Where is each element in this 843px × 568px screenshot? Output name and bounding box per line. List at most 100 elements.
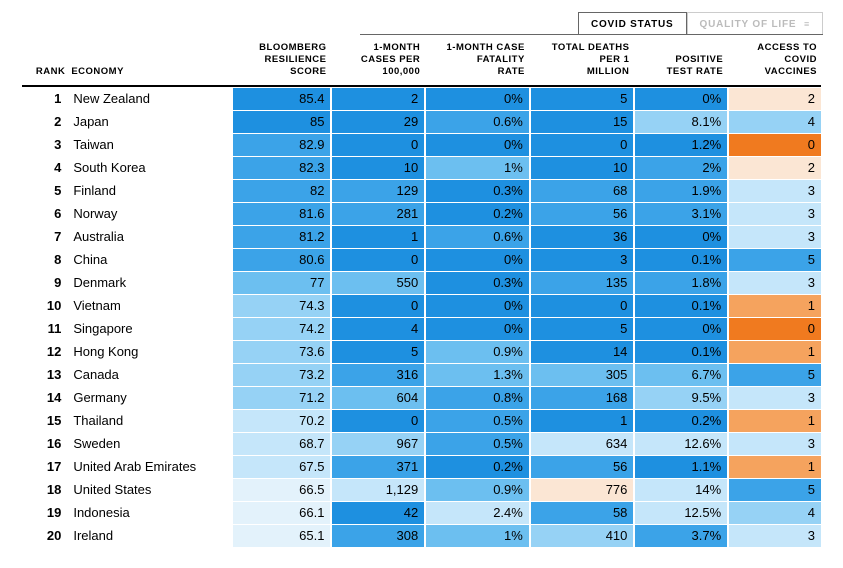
cell-value: 0%	[426, 88, 529, 110]
tabs-row: COVID STATUS QUALITY OF LIFE ≡	[20, 12, 823, 34]
cell-econ: Finland	[69, 180, 231, 202]
cell-value: 15	[531, 111, 634, 133]
cell-value: 3	[729, 203, 821, 225]
col-postest[interactable]: POSITIVETEST RATE	[635, 40, 727, 84]
cell-value: 0.1%	[635, 341, 727, 363]
cell-value: 14%	[635, 479, 727, 501]
table-row[interactable]: 1New Zealand85.420%50%2	[22, 88, 821, 110]
col-vax[interactable]: ACCESS TOCOVIDVACCINES	[729, 40, 821, 84]
cell-value: 1	[729, 456, 821, 478]
cell-value: 71.2	[233, 387, 330, 409]
table-row[interactable]: 6Norway81.62810.2%563.1%3	[22, 203, 821, 225]
cell-value: 0%	[426, 318, 529, 340]
tab-underline	[360, 34, 823, 35]
cell-rank: 17	[22, 456, 67, 478]
cell-value: 0.9%	[426, 479, 529, 501]
table-row[interactable]: 20Ireland65.13081%4103.7%3	[22, 525, 821, 547]
cell-value: 776	[531, 479, 634, 501]
cell-value: 3.1%	[635, 203, 727, 225]
table-row[interactable]: 12Hong Kong73.650.9%140.1%1	[22, 341, 821, 363]
cell-value: 5	[332, 341, 424, 363]
cell-value: 0	[729, 134, 821, 156]
cell-econ: United Arab Emirates	[69, 456, 231, 478]
cell-value: 0%	[635, 226, 727, 248]
cell-value: 82.3	[233, 157, 330, 179]
table-row[interactable]: 18United States66.51,1290.9%77614%5	[22, 479, 821, 501]
cell-value: 410	[531, 525, 634, 547]
cell-value: 3	[531, 249, 634, 271]
table-row[interactable]: 17United Arab Emirates67.53710.2%561.1%1	[22, 456, 821, 478]
cell-value: 3	[729, 272, 821, 294]
col-cases[interactable]: 1-MONTHCASES PER100,000	[332, 40, 424, 84]
cell-value: 281	[332, 203, 424, 225]
cell-value: 29	[332, 111, 424, 133]
cell-rank: 7	[22, 226, 67, 248]
cell-rank: 16	[22, 433, 67, 455]
cell-value: 1.8%	[635, 272, 727, 294]
table-row[interactable]: 13Canada73.23161.3%3056.7%5	[22, 364, 821, 386]
cell-value: 0%	[635, 318, 727, 340]
table-row[interactable]: 19Indonesia66.1422.4%5812.5%4	[22, 502, 821, 524]
table-row[interactable]: 15Thailand70.200.5%10.2%1	[22, 410, 821, 432]
cell-value: 168	[531, 387, 634, 409]
cell-rank: 10	[22, 295, 67, 317]
cell-rank: 1	[22, 88, 67, 110]
table-row[interactable]: 7Australia81.210.6%360%3	[22, 226, 821, 248]
cell-rank: 2	[22, 111, 67, 133]
tab-quality-of-life[interactable]: QUALITY OF LIFE ≡	[687, 12, 823, 34]
col-rank[interactable]: RANK	[22, 40, 67, 84]
cell-value: 1.3%	[426, 364, 529, 386]
table-row[interactable]: 10Vietnam74.300%00.1%1	[22, 295, 821, 317]
table-row[interactable]: 16Sweden68.79670.5%63412.6%3	[22, 433, 821, 455]
resilience-table: RANK ECONOMY BLOOMBERGRESILIENCESCORE 1-…	[20, 39, 823, 548]
cell-value: 12.5%	[635, 502, 727, 524]
table-row[interactable]: 8China80.600%30.1%5	[22, 249, 821, 271]
cell-value: 0.6%	[426, 111, 529, 133]
cell-value: 5	[729, 249, 821, 271]
cell-value: 1	[729, 410, 821, 432]
cell-rank: 5	[22, 180, 67, 202]
cell-value: 0%	[426, 249, 529, 271]
table-row[interactable]: 4South Korea82.3101%102%2	[22, 157, 821, 179]
col-score[interactable]: BLOOMBERGRESILIENCESCORE	[233, 40, 330, 84]
cell-value: 1,129	[332, 479, 424, 501]
table-row[interactable]: 5Finland821290.3%681.9%3	[22, 180, 821, 202]
cell-econ: China	[69, 249, 231, 271]
cell-value: 1.9%	[635, 180, 727, 202]
cell-rank: 18	[22, 479, 67, 501]
table-row[interactable]: 2Japan85290.6%158.1%4	[22, 111, 821, 133]
cell-econ: South Korea	[69, 157, 231, 179]
cell-value: 74.2	[233, 318, 330, 340]
cell-value: 3	[729, 433, 821, 455]
cell-rank: 12	[22, 341, 67, 363]
table-row[interactable]: 14Germany71.26040.8%1689.5%3	[22, 387, 821, 409]
tab-covid-status[interactable]: COVID STATUS	[578, 12, 687, 34]
cell-value: 967	[332, 433, 424, 455]
cell-value: 604	[332, 387, 424, 409]
cell-value: 0%	[426, 134, 529, 156]
cell-value: 3	[729, 226, 821, 248]
col-cfr[interactable]: 1-MONTH CASEFATALITYRATE	[426, 40, 529, 84]
cell-rank: 8	[22, 249, 67, 271]
cell-econ: Australia	[69, 226, 231, 248]
cell-value: 1	[531, 410, 634, 432]
col-economy[interactable]: ECONOMY	[69, 40, 231, 84]
tab-quality-label: QUALITY OF LIFE	[700, 19, 797, 30]
cell-econ: Taiwan	[69, 134, 231, 156]
cell-value: 10	[531, 157, 634, 179]
cell-value: 634	[531, 433, 634, 455]
cell-value: 74.3	[233, 295, 330, 317]
table-row[interactable]: 9Denmark775500.3%1351.8%3	[22, 272, 821, 294]
cell-value: 1.2%	[635, 134, 727, 156]
cell-value: 70.2	[233, 410, 330, 432]
table-row[interactable]: 3Taiwan82.900%01.2%0	[22, 134, 821, 156]
cell-value: 0	[332, 295, 424, 317]
table-row[interactable]: 11Singapore74.240%50%0	[22, 318, 821, 340]
cell-value: 1	[729, 295, 821, 317]
cell-econ: Japan	[69, 111, 231, 133]
col-deaths[interactable]: TOTAL DEATHSPER 1MILLION	[531, 40, 634, 84]
cell-value: 82.9	[233, 134, 330, 156]
cell-econ: Vietnam	[69, 295, 231, 317]
cell-value: 12.6%	[635, 433, 727, 455]
cell-econ: Denmark	[69, 272, 231, 294]
